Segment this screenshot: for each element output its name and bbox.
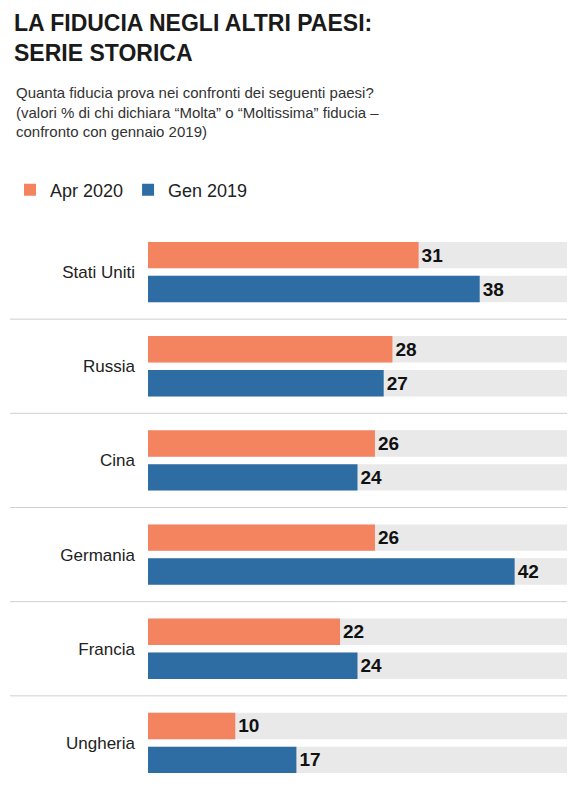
svg-text:Apr 2020: Apr 2020	[50, 181, 123, 201]
svg-text:10: 10	[238, 715, 259, 736]
svg-text:Russia: Russia	[83, 357, 136, 376]
svg-text:42: 42	[518, 561, 539, 582]
svg-text:22: 22	[343, 621, 364, 642]
svg-text:Stati Uniti: Stati Uniti	[62, 263, 135, 282]
svg-text:Ungheria: Ungheria	[66, 734, 136, 753]
svg-text:31: 31	[422, 245, 444, 266]
svg-text:LA FIDUCIA NEGLI ALTRI PAESI:S: LA FIDUCIA NEGLI ALTRI PAESI:SERIE STORI…	[14, 10, 372, 66]
svg-text:26: 26	[378, 527, 399, 548]
svg-text:24: 24	[361, 655, 383, 676]
svg-text:28: 28	[395, 339, 416, 360]
svg-text:17: 17	[299, 749, 320, 770]
svg-text:Cina: Cina	[100, 451, 136, 470]
svg-text:Gen 2019: Gen 2019	[168, 181, 247, 201]
svg-text:26: 26	[378, 433, 399, 454]
svg-text:Germania: Germania	[60, 546, 135, 565]
svg-text:Quanta fiducia prova nei confr: Quanta fiducia prova nei confronti dei s…	[16, 84, 379, 140]
svg-text:24: 24	[361, 467, 383, 488]
svg-text:Francia: Francia	[78, 640, 135, 659]
svg-text:27: 27	[387, 373, 408, 394]
svg-text:38: 38	[483, 279, 504, 300]
